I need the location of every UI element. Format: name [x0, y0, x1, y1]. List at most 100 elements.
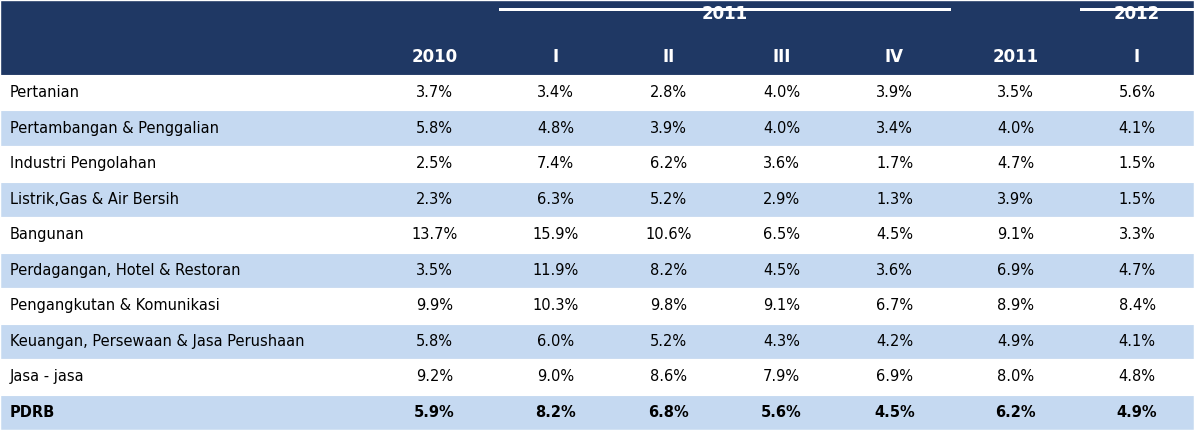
- Text: 6.2%: 6.2%: [995, 405, 1036, 420]
- Text: 4.3%: 4.3%: [763, 334, 800, 349]
- Text: 5.2%: 5.2%: [650, 334, 687, 349]
- Text: 6.0%: 6.0%: [537, 334, 574, 349]
- Text: 3.7%: 3.7%: [416, 85, 453, 100]
- Text: 5.6%: 5.6%: [1119, 85, 1156, 100]
- Text: 5.8%: 5.8%: [416, 121, 453, 136]
- Bar: [1081, 8, 1194, 11]
- Text: 6.3%: 6.3%: [537, 192, 574, 207]
- Text: 3.5%: 3.5%: [997, 85, 1034, 100]
- Text: 8.6%: 8.6%: [650, 369, 687, 384]
- Text: 8.0%: 8.0%: [997, 369, 1034, 384]
- Text: 9.2%: 9.2%: [416, 369, 453, 384]
- Text: 2011: 2011: [992, 47, 1039, 65]
- Text: Bangunan: Bangunan: [10, 227, 84, 242]
- Text: 4.0%: 4.0%: [763, 85, 800, 100]
- Text: Perdagangan, Hotel & Restoran: Perdagangan, Hotel & Restoran: [10, 263, 240, 278]
- Text: 1.5%: 1.5%: [1119, 192, 1156, 207]
- Text: IV: IV: [885, 47, 904, 65]
- Bar: [0, 359, 1194, 394]
- Text: 15.9%: 15.9%: [533, 227, 579, 242]
- Bar: [0, 111, 1194, 146]
- Text: PDRB: PDRB: [10, 405, 55, 420]
- Text: 3.3%: 3.3%: [1119, 227, 1156, 242]
- Text: 4.5%: 4.5%: [876, 227, 913, 242]
- Text: 4.8%: 4.8%: [1119, 369, 1156, 384]
- Text: 4.5%: 4.5%: [763, 263, 800, 278]
- Text: 3.4%: 3.4%: [537, 85, 574, 100]
- Text: 2011: 2011: [702, 6, 749, 24]
- Text: 7.4%: 7.4%: [537, 156, 574, 171]
- Text: 6.5%: 6.5%: [763, 227, 800, 242]
- Text: I: I: [553, 47, 559, 65]
- Bar: [0, 217, 1194, 252]
- Bar: [499, 8, 950, 11]
- Bar: [0, 181, 1194, 217]
- Text: III: III: [773, 47, 790, 65]
- Text: 2.9%: 2.9%: [763, 192, 800, 207]
- Text: Listrik,Gas & Air Bersih: Listrik,Gas & Air Bersih: [10, 192, 179, 207]
- Text: 3.9%: 3.9%: [997, 192, 1034, 207]
- Text: 8.4%: 8.4%: [1119, 298, 1156, 313]
- Bar: [0, 288, 1194, 323]
- Text: 4.1%: 4.1%: [1119, 334, 1156, 349]
- Text: 3.6%: 3.6%: [876, 263, 913, 278]
- Text: 6.8%: 6.8%: [648, 405, 689, 420]
- Text: 4.7%: 4.7%: [1119, 263, 1156, 278]
- Text: 9.0%: 9.0%: [537, 369, 574, 384]
- Text: 6.2%: 6.2%: [650, 156, 687, 171]
- Text: 3.4%: 3.4%: [876, 121, 913, 136]
- Text: Pertambangan & Penggalian: Pertambangan & Penggalian: [10, 121, 219, 136]
- Text: 10.6%: 10.6%: [645, 227, 691, 242]
- Text: 4.2%: 4.2%: [876, 334, 913, 349]
- Text: 4.8%: 4.8%: [537, 121, 574, 136]
- Text: 9.1%: 9.1%: [763, 298, 800, 313]
- Text: 4.9%: 4.9%: [997, 334, 1034, 349]
- Bar: [0, 323, 1194, 359]
- Text: 9.1%: 9.1%: [997, 227, 1034, 242]
- Text: Keuangan, Persewaan & Jasa Perushaan: Keuangan, Persewaan & Jasa Perushaan: [10, 334, 304, 349]
- Text: 3.6%: 3.6%: [763, 156, 800, 171]
- Text: 4.0%: 4.0%: [997, 121, 1034, 136]
- Text: 2012: 2012: [1114, 6, 1161, 24]
- Text: 4.0%: 4.0%: [763, 121, 800, 136]
- Text: 4.5%: 4.5%: [874, 405, 915, 420]
- Text: 8.2%: 8.2%: [650, 263, 687, 278]
- Text: 5.9%: 5.9%: [414, 405, 455, 420]
- Text: 8.2%: 8.2%: [535, 405, 576, 420]
- Bar: [0, 146, 1194, 181]
- Text: 5.2%: 5.2%: [650, 192, 687, 207]
- Text: 13.7%: 13.7%: [412, 227, 457, 242]
- Text: 9.8%: 9.8%: [650, 298, 687, 313]
- Text: 9.9%: 9.9%: [416, 298, 453, 313]
- Text: II: II: [663, 47, 675, 65]
- Text: 7.9%: 7.9%: [763, 369, 800, 384]
- Bar: [0, 75, 1194, 111]
- Text: Pertanian: Pertanian: [10, 85, 80, 100]
- Text: Pengangkutan & Komunikasi: Pengangkutan & Komunikasi: [10, 298, 220, 313]
- Text: 10.3%: 10.3%: [533, 298, 579, 313]
- Bar: [0, 0, 1194, 75]
- Text: 5.8%: 5.8%: [416, 334, 453, 349]
- Text: 4.1%: 4.1%: [1119, 121, 1156, 136]
- Text: Industri Pengolahan: Industri Pengolahan: [10, 156, 155, 171]
- Text: 4.7%: 4.7%: [997, 156, 1034, 171]
- Text: 2.3%: 2.3%: [416, 192, 453, 207]
- Text: 3.9%: 3.9%: [650, 121, 687, 136]
- Text: 11.9%: 11.9%: [533, 263, 579, 278]
- Text: I: I: [1134, 47, 1140, 65]
- Text: 2010: 2010: [412, 47, 457, 65]
- Text: 1.7%: 1.7%: [876, 156, 913, 171]
- Text: Jasa - jasa: Jasa - jasa: [10, 369, 84, 384]
- Text: 2.8%: 2.8%: [650, 85, 687, 100]
- Bar: [0, 252, 1194, 288]
- Text: 2.5%: 2.5%: [416, 156, 453, 171]
- Text: 5.6%: 5.6%: [761, 405, 802, 420]
- Text: 1.3%: 1.3%: [876, 192, 913, 207]
- Text: 6.9%: 6.9%: [876, 369, 913, 384]
- Text: 4.9%: 4.9%: [1116, 405, 1157, 420]
- Text: 3.5%: 3.5%: [416, 263, 453, 278]
- Text: 3.9%: 3.9%: [876, 85, 913, 100]
- Bar: [0, 394, 1194, 430]
- Text: 6.9%: 6.9%: [997, 263, 1034, 278]
- Text: 8.9%: 8.9%: [997, 298, 1034, 313]
